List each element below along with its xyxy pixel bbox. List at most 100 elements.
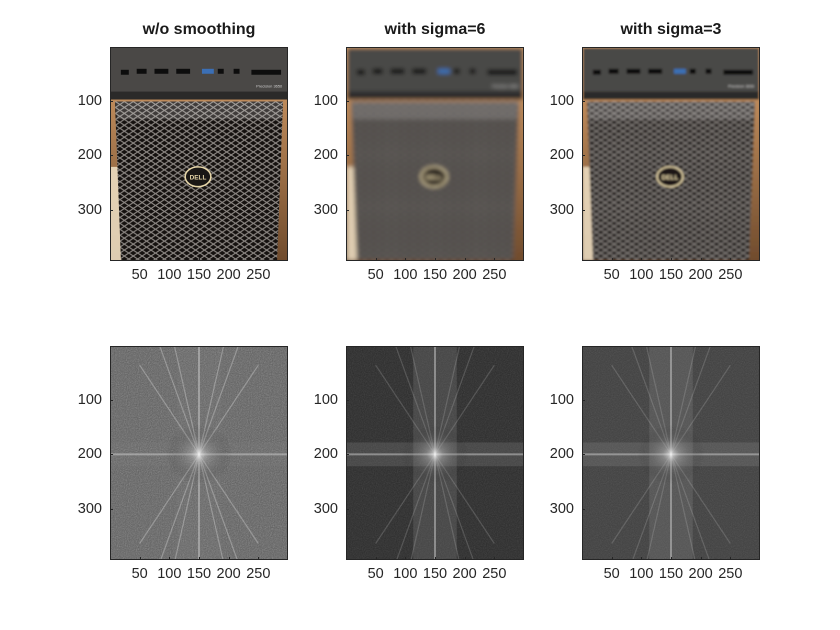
x-tick-label: 100 bbox=[629, 566, 654, 582]
x-tick-mark bbox=[611, 258, 613, 261]
x-tick-label: 250 bbox=[718, 566, 743, 582]
x-tick-mark bbox=[730, 557, 732, 560]
x-tick-mark bbox=[641, 258, 643, 261]
axes-photo-sigma3: with sigma=3 Precision 3650 DELL 100 200 300 5… bbox=[550, 21, 760, 283]
photo-content: Precision 3650 DELL bbox=[111, 48, 287, 260]
x-tick-mark bbox=[671, 258, 672, 261]
model-label: Precision 3650 bbox=[492, 84, 519, 89]
x-tick-label: 250 bbox=[246, 267, 271, 283]
x-tick-label: 50 bbox=[603, 566, 620, 582]
axes-spectrum-sigma3: 100 200 300 50 100 150 200 250 bbox=[550, 346, 760, 582]
x-tick-label: 150 bbox=[658, 566, 684, 582]
x-tick-label: 200 bbox=[216, 566, 241, 582]
photo-content: Precision 3650 DELL bbox=[347, 48, 523, 260]
dell-logo: DELL bbox=[662, 174, 679, 181]
x-tick-label: 200 bbox=[216, 267, 241, 283]
x-tick-mark bbox=[730, 258, 732, 261]
fft-magnitude-image bbox=[111, 347, 287, 559]
axes-title: with sigma=6 bbox=[384, 21, 486, 38]
photo-image: Precision 3650 DELL bbox=[111, 48, 287, 260]
y-tick-label: 300 bbox=[313, 201, 338, 218]
x-tick-label: 100 bbox=[157, 566, 182, 582]
x-tick-label: 100 bbox=[393, 267, 418, 283]
image-plot: Precision 3650 DELL bbox=[582, 47, 760, 261]
x-tick-label: 100 bbox=[157, 267, 182, 283]
y-tick-mark bbox=[582, 454, 585, 456]
x-tick-mark bbox=[199, 258, 200, 261]
y-tick-mark bbox=[582, 400, 585, 402]
x-tick-label: 150 bbox=[658, 267, 684, 283]
x-tick-mark bbox=[199, 557, 200, 560]
y-tick-mark bbox=[346, 155, 349, 157]
x-tick-mark bbox=[375, 557, 377, 560]
x-tick-mark bbox=[641, 557, 643, 560]
x-tick-mark bbox=[464, 258, 466, 261]
y-tick-mark bbox=[346, 400, 349, 402]
dell-logo: DELL bbox=[426, 174, 443, 181]
spectrum-content bbox=[111, 347, 287, 559]
x-tick-mark bbox=[405, 557, 407, 560]
x-tick-label: 150 bbox=[422, 267, 448, 283]
x-tick-mark bbox=[494, 557, 496, 560]
x-tick-label: 150 bbox=[422, 566, 448, 582]
y-tick-label: 100 bbox=[313, 93, 338, 110]
x-tick-mark bbox=[464, 557, 466, 560]
x-tick-mark bbox=[169, 557, 171, 560]
y-tick-label: 100 bbox=[313, 392, 338, 409]
x-tick-mark bbox=[139, 258, 141, 261]
x-tick-label: 150 bbox=[186, 566, 212, 582]
x-tick-label: 50 bbox=[131, 267, 148, 283]
y-tick-label: 300 bbox=[77, 500, 102, 517]
x-tick-label: 250 bbox=[482, 566, 507, 582]
fft-magnitude-image bbox=[583, 347, 759, 559]
x-tick-mark bbox=[258, 557, 260, 560]
x-tick-mark bbox=[169, 258, 171, 261]
y-tick-mark bbox=[110, 155, 113, 157]
x-tick-mark bbox=[611, 557, 613, 560]
image-plot: Precision 3650 DELL bbox=[346, 47, 524, 261]
y-tick-mark bbox=[582, 155, 585, 157]
x-tick-label: 200 bbox=[452, 267, 477, 283]
x-tick-label: 250 bbox=[718, 267, 743, 283]
y-tick-label: 100 bbox=[549, 93, 574, 110]
y-tick-mark bbox=[582, 209, 585, 211]
spectrum-plot bbox=[582, 346, 760, 560]
x-tick-mark bbox=[228, 557, 230, 560]
x-tick-label: 250 bbox=[246, 566, 271, 582]
x-tick-label: 200 bbox=[688, 566, 713, 582]
axes-title: with sigma=3 bbox=[620, 21, 722, 38]
y-tick-label: 100 bbox=[77, 392, 102, 409]
y-tick-label: 200 bbox=[77, 446, 102, 463]
x-tick-mark bbox=[700, 258, 702, 261]
photo-image: Precision 3650 DELL bbox=[583, 48, 759, 260]
x-tick-mark bbox=[671, 557, 672, 560]
x-tick-label: 100 bbox=[629, 267, 654, 283]
y-tick-mark bbox=[582, 101, 585, 103]
y-tick-mark bbox=[346, 508, 349, 510]
x-tick-mark bbox=[405, 258, 407, 261]
x-tick-mark bbox=[494, 258, 496, 261]
y-tick-mark bbox=[582, 508, 585, 510]
axes-title: w/o smoothing bbox=[142, 21, 256, 38]
model-label: Precision 3650 bbox=[728, 84, 755, 89]
axes-spectrum-sigma6: 100 200 300 50 100 150 200 250 bbox=[314, 346, 524, 582]
y-tick-mark bbox=[110, 209, 113, 211]
x-tick-mark bbox=[375, 258, 377, 261]
y-tick-mark bbox=[346, 101, 349, 103]
x-tick-label: 50 bbox=[603, 267, 620, 283]
x-tick-label: 250 bbox=[482, 267, 507, 283]
y-tick-mark bbox=[110, 454, 113, 456]
y-tick-label: 200 bbox=[549, 147, 574, 164]
y-tick-label: 300 bbox=[313, 500, 338, 517]
fft-magnitude-image bbox=[347, 347, 523, 559]
x-tick-label: 100 bbox=[393, 566, 418, 582]
x-tick-label: 200 bbox=[688, 267, 713, 283]
x-tick-mark bbox=[435, 557, 436, 560]
y-tick-label: 300 bbox=[549, 500, 574, 517]
dell-logo: DELL bbox=[190, 174, 207, 181]
photo-image: Precision 3650 DELL bbox=[347, 48, 523, 260]
x-tick-label: 200 bbox=[452, 566, 477, 582]
y-tick-label: 200 bbox=[313, 147, 338, 164]
spectrum-content bbox=[347, 347, 523, 559]
axes-spectrum-raw: 100 200 300 50 100 150 200 250 bbox=[78, 346, 288, 582]
